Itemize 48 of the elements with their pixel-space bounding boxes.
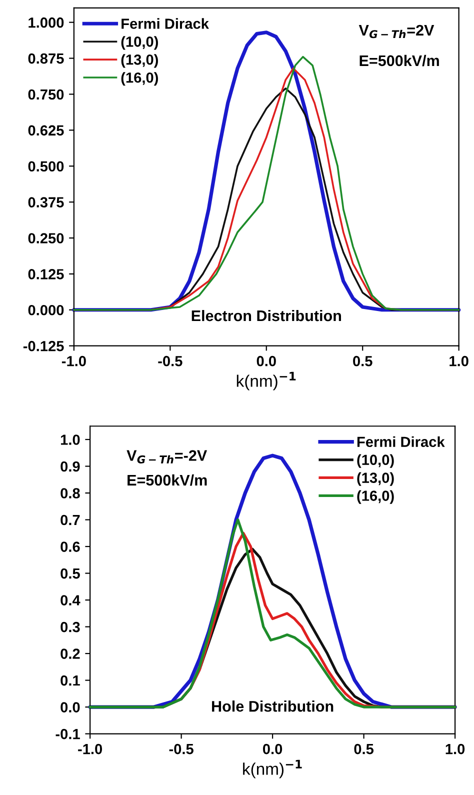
y-tick-label: 0.875 <box>28 53 64 64</box>
y-tick-label: 0.125 <box>28 269 64 280</box>
y-tick-label: 0.7 <box>60 514 80 526</box>
y-tick-label: 0.625 <box>28 125 64 136</box>
legend-label: (10,0) <box>357 454 394 468</box>
y-tick-label: 0.6 <box>60 542 80 552</box>
legend-label: (16,0) <box>357 490 394 504</box>
x-tick-label: -0.5 <box>169 744 194 754</box>
x-tick-label: 1.0 <box>450 356 468 366</box>
y-tick-label: 0.8 <box>60 488 80 498</box>
x-tick-label: -1.0 <box>78 744 102 754</box>
y-tick-label: 0.500 <box>28 161 64 172</box>
x-tick-label: 0.0 <box>256 356 276 366</box>
legend-label: Fermi Dirack <box>357 436 445 448</box>
legend-label: (16,0) <box>121 72 158 86</box>
legend-label: (13,0) <box>357 472 394 486</box>
y-tick-label: 0.375 <box>28 197 64 208</box>
x-axis-title: k(nm)$^{−1}$ <box>243 760 302 778</box>
y-tick-label: 0.750 <box>28 89 64 100</box>
y-tick-label: 0.9 <box>60 461 80 472</box>
x-tick-label: 1.0 <box>446 744 465 754</box>
y-tick-label: 0.3 <box>60 622 80 632</box>
x-tick-label: -1.0 <box>62 356 86 366</box>
y-tick-label: 0.0 <box>60 702 80 712</box>
annotation: E=500kV/m <box>128 474 207 486</box>
y-tick-label: -0.125 <box>23 340 64 352</box>
annotation: V$_{G−Th}$=-2V <box>126 450 208 464</box>
legend-label: (10,0) <box>121 36 158 50</box>
y-tick-label: 0.5 <box>60 568 80 579</box>
y-tick-label: 0.2 <box>60 648 80 659</box>
y-tick-label: 0.4 <box>60 595 80 606</box>
x-axis-title: k(nm)$^{−1}$ <box>236 372 296 390</box>
annotation: V$_{G−Th}$=2V <box>358 24 434 38</box>
legend-label: (13,0) <box>121 54 158 68</box>
y-tick-label: 0.1 <box>60 675 80 686</box>
annotation: E=500kV/m <box>360 54 439 66</box>
y-tick-label: 1.000 <box>28 17 64 28</box>
x-tick-label: 0.5 <box>353 356 372 366</box>
x-tick-label: 0.0 <box>262 744 282 754</box>
y-tick-label: 0.000 <box>28 304 64 316</box>
y-tick-label: -0.1 <box>56 728 80 740</box>
x-tick-label: 0.5 <box>354 744 374 754</box>
x-tick-label: -0.5 <box>158 356 182 366</box>
y-tick-label: 1.0 <box>60 434 80 445</box>
legend-label: Fermi Dirack <box>122 18 209 29</box>
annotation: Electron Distribution <box>192 310 341 322</box>
y-tick-label: 0.250 <box>28 233 64 244</box>
annotation: Hole Distribution <box>212 700 334 712</box>
